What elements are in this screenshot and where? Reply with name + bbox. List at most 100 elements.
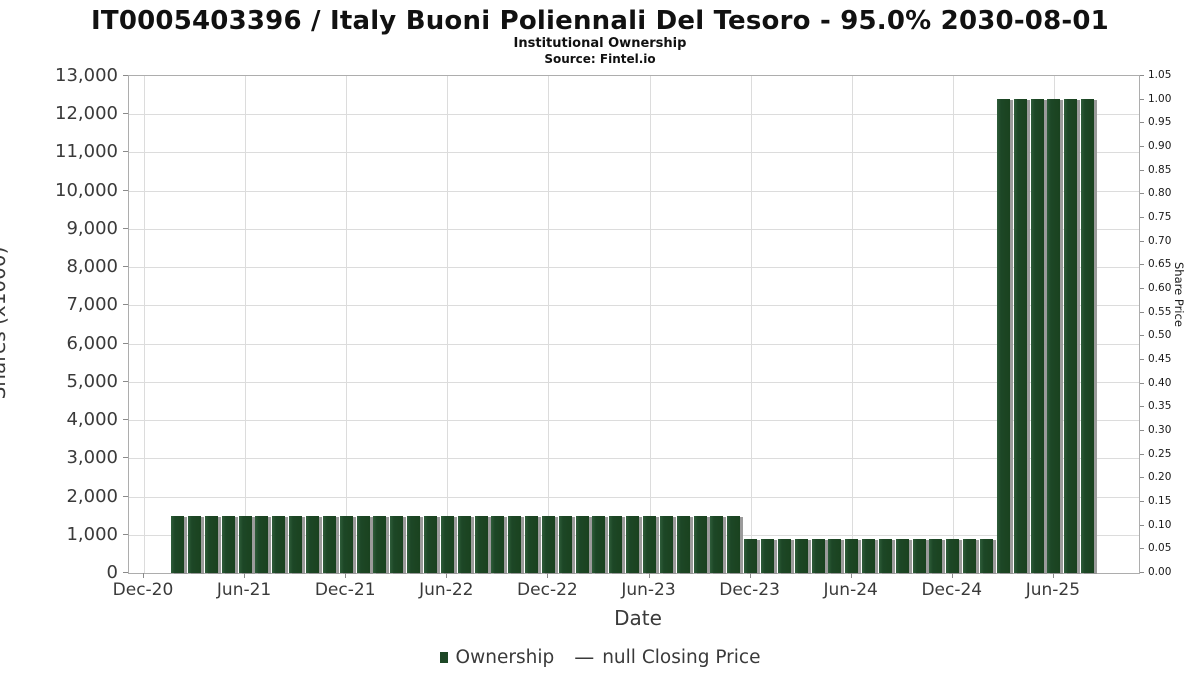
h-gridline [129,420,1139,422]
ownership-bar [946,538,960,573]
left-axis-tickmark [123,495,128,497]
right-axis-tickmark [1140,335,1144,337]
ownership-bar [272,515,286,573]
right-axis-tick-label: 0.10 [1148,518,1172,531]
left-axis-tick-label: 5,000 [66,370,118,392]
right-axis-tick-label: 0.50 [1148,329,1172,342]
right-axis-tickmark [1140,406,1144,408]
right-axis-tick-label: 0.65 [1148,258,1172,271]
ownership-bar [895,538,909,573]
x-axis-tick-label: Jun-23 [621,580,676,600]
ownership-bar [862,538,876,573]
ownership-bar [474,515,488,573]
ownership-bar [541,515,555,573]
x-axis-tickmark [446,573,448,578]
right-axis-tickmark [1140,311,1144,313]
ownership-bar [845,538,859,573]
x-axis-tickmark [850,573,852,578]
ownership-bar [1064,98,1078,573]
ownership-bar [693,515,707,573]
left-axis-tick-label: 0 [106,562,118,583]
ownership-bar [643,515,656,573]
ownership-bar [777,538,791,573]
left-axis-tick-label: 7,000 [66,294,118,316]
x-axis-tick-label: Jun-25 [1025,580,1081,600]
right-axis-tickmark [1140,122,1144,124]
chart-source: Source: Fintel.io [544,52,656,66]
x-axis-tick-label: Dec-21 [314,580,376,600]
h-gridline [129,458,1139,460]
h-gridline [129,496,1139,498]
ownership-bar [963,538,977,573]
h-gridline [129,190,1139,192]
x-axis-tickmark [951,573,953,578]
ownership-bar [306,515,319,573]
ownership-bar [794,538,808,573]
right-axis-tick-label: 0.40 [1148,376,1172,389]
right-axis-tick-label: 1.05 [1148,69,1172,81]
price-line-icon: — [574,645,595,669]
right-axis-tickmark [1140,169,1144,171]
ownership-bar [828,538,842,573]
right-axis-tickmark [1140,75,1144,76]
ownership-bar [457,515,471,573]
right-axis-tick-label: 0.20 [1148,471,1172,484]
ownership-bar [407,515,421,573]
legend-ownership-label: Ownership [455,646,555,668]
x-axis-tick-label: Jun-21 [216,580,272,600]
right-axis-tickmark [1140,548,1144,550]
v-gridline [952,76,954,573]
x-axis-tick-label: Dec-23 [719,580,780,600]
h-gridline [129,114,1139,116]
x-axis-tick-label: Dec-20 [112,580,174,600]
right-axis-tick-label: 0.70 [1148,234,1172,247]
right-axis-tickmark [1140,193,1144,195]
ownership-bar [390,515,404,573]
v-gridline [548,76,550,573]
right-axis-tick-label: 0.80 [1148,187,1172,200]
ownership-bar [423,515,437,573]
v-gridline [447,76,449,573]
right-axis-tickmark [1140,264,1144,266]
ownership-bar [1013,98,1027,573]
right-axis-tick-label: 0.30 [1148,424,1172,436]
left-axis-tickmark [123,151,128,153]
v-gridline [750,76,752,573]
left-axis-tick-label: 6,000 [66,332,118,354]
x-axis-tick-label: Jun-22 [419,580,474,600]
ownership-bar [373,515,387,573]
chart-subtitle: Institutional Ownership [513,36,687,51]
left-axis-title: Shares (x1000) [0,246,10,400]
chart-legend: Ownership — null Closing Price [0,645,1200,669]
right-axis-tick-label: 0.60 [1148,282,1172,294]
ownership-bar [1081,98,1095,573]
ownership-bar [659,515,673,573]
h-gridline [129,152,1139,154]
right-axis-tick-label: 0.75 [1148,211,1172,223]
ownership-bar [440,515,454,573]
right-axis-tick-label: 0.90 [1148,140,1172,152]
right-axis-tickmark [1140,501,1144,502]
h-gridline [129,267,1139,269]
ownership-bar [171,515,185,573]
right-axis-tick-label: 0.05 [1148,542,1172,555]
ownership-bar [508,515,522,573]
left-axis-tick-label: 2,000 [66,485,118,507]
right-axis-tickmark [1140,430,1144,431]
right-axis-tickmark [1140,359,1144,360]
left-axis-tick-label: 13,000 [55,65,118,86]
left-axis-tickmark [123,304,128,306]
right-axis-tick-label: 1.00 [1148,92,1172,105]
ownership-bar [289,515,303,573]
right-axis-tick-label: 0.15 [1148,495,1172,507]
right-axis-tickmark [1140,524,1144,526]
ownership-swatch-icon [439,651,448,663]
x-axis-tickmark [648,573,650,578]
ownership-bar [878,538,892,573]
x-axis-tickmark [547,573,549,578]
v-gridline [346,76,348,573]
right-axis-tickmark [1140,146,1144,147]
left-axis-tickmark [123,419,128,421]
chart-title: IT0005403396 / Italy Buoni Poliennali De… [91,6,1109,36]
v-gridline [245,76,247,573]
